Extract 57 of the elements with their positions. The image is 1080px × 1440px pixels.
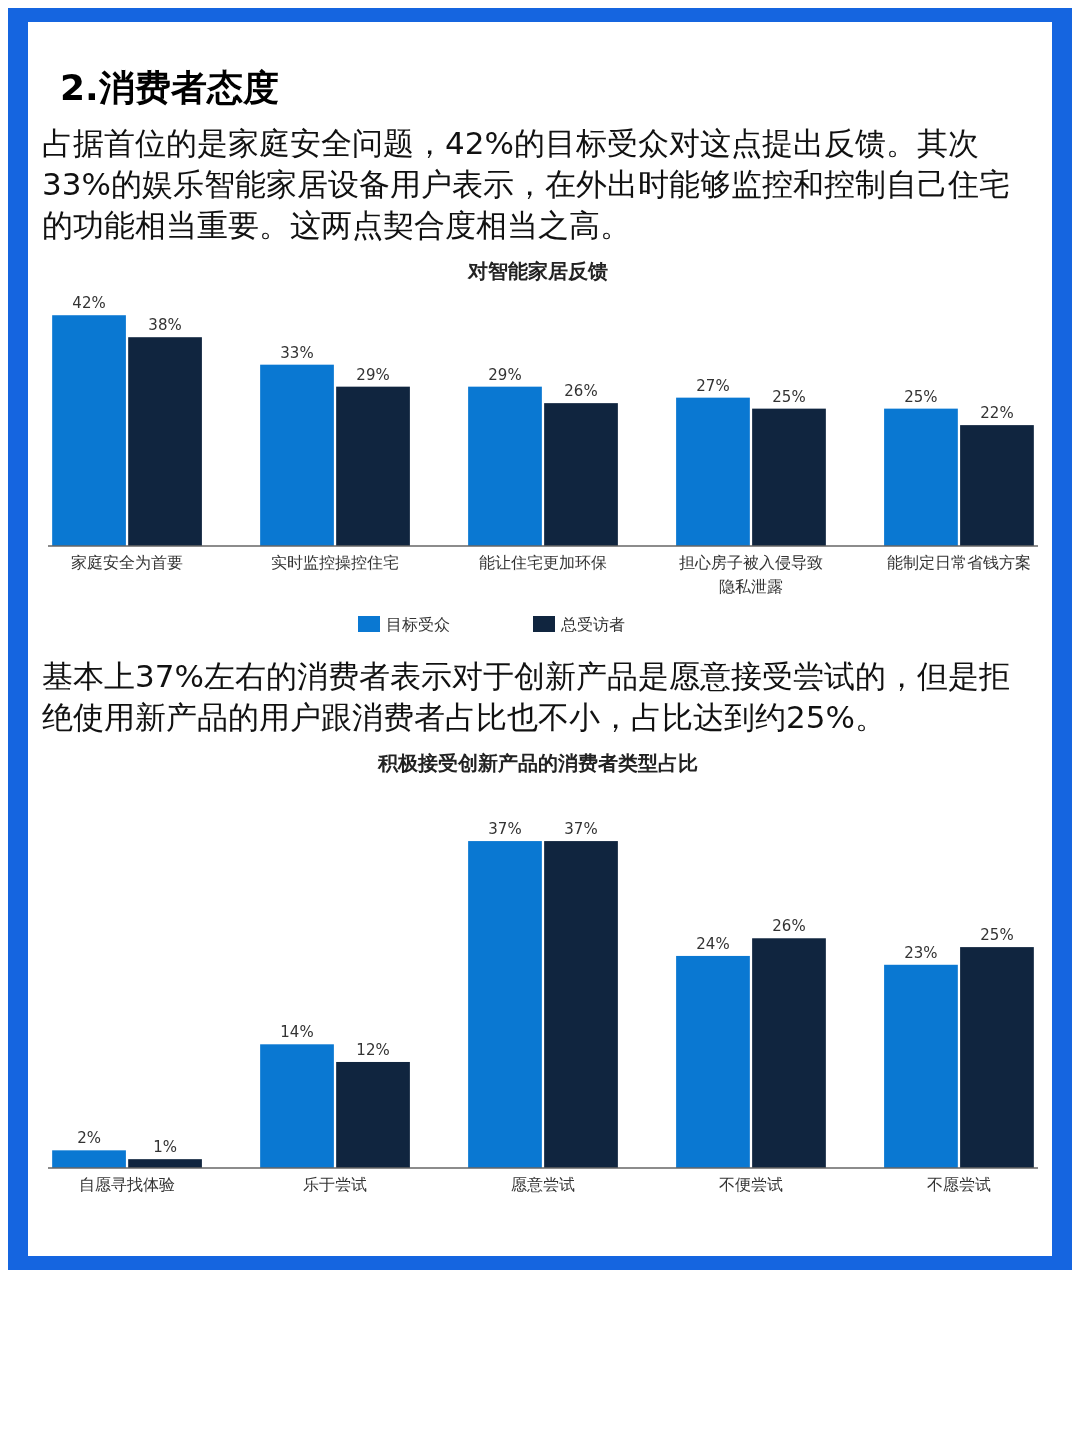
x-tick-label: 愿意尝试 — [511, 1175, 575, 1194]
data-label: 12% — [356, 1040, 390, 1059]
bar — [128, 337, 202, 546]
x-tick-label: 能让住宅更加环保 — [479, 553, 607, 572]
bar — [752, 938, 826, 1168]
bar — [468, 386, 542, 546]
data-label: 25% — [772, 387, 806, 406]
legend-label: 目标受众 — [386, 615, 450, 634]
bar — [468, 841, 542, 1168]
data-label: 42% — [72, 294, 106, 313]
data-label: 2% — [77, 1129, 101, 1148]
chart-title: 对智能家居反馈 — [467, 259, 608, 283]
x-tick-label: 担心房子被入侵导致隐私泄露 — [678, 553, 823, 596]
data-label: 37% — [564, 820, 598, 839]
data-label: 14% — [280, 1023, 314, 1042]
data-label: 25% — [904, 387, 938, 406]
bar — [260, 364, 334, 546]
bar — [960, 425, 1034, 546]
bar — [128, 1159, 202, 1168]
data-label: 24% — [696, 934, 730, 953]
bar — [52, 315, 126, 546]
bar — [676, 955, 750, 1168]
data-label: 27% — [696, 376, 730, 395]
x-tick-label: 不愿尝试 — [926, 1175, 991, 1194]
data-label: 23% — [904, 943, 938, 962]
data-label: 38% — [148, 316, 182, 335]
bar — [336, 1061, 410, 1168]
x-tick-label: 能制定日常省钱方案 — [886, 553, 1031, 572]
data-label: 29% — [488, 365, 522, 384]
data-label: 25% — [980, 926, 1014, 945]
bar — [676, 397, 750, 546]
data-label: 26% — [772, 917, 806, 936]
x-tick-label: 实时监控操控住宅 — [271, 553, 400, 572]
x-tick-label: 自愿寻找体验 — [79, 1175, 176, 1194]
bar — [260, 1044, 334, 1168]
legend-label: 总受访者 — [560, 615, 625, 634]
data-label: 29% — [356, 365, 390, 384]
data-label: 33% — [280, 343, 314, 362]
bar — [752, 408, 826, 546]
text: 基本上37%左右的消费者表示对于创新产品是愿意接受尝试的，但是拒绝使用新产品的用户跟消费者占比也不小，占比达到约25%。 — [42, 657, 1011, 737]
bar — [544, 403, 618, 546]
x-tick-label: 不便尝试 — [718, 1175, 783, 1194]
chart-title: 积极接受创新产品的消费者类型占比 — [377, 751, 698, 775]
x-tick-label: 乐于尝试 — [303, 1175, 368, 1194]
bar — [960, 947, 1034, 1168]
text: 占据首位的是家庭安全问题，42%的目标受众对这点提出反馈。其次33%的娱乐智能家居设备用户表示，在外出时能够监控和控制自己住宅的功能相当重要。这两点契合度相当之高。 — [42, 124, 1011, 245]
data-label: 26% — [564, 382, 598, 401]
bar — [336, 386, 410, 546]
bar — [884, 964, 958, 1168]
text: 2.消费者态度 — [60, 66, 280, 110]
data-label: 22% — [980, 404, 1014, 423]
bar — [544, 841, 618, 1168]
bar — [52, 1150, 126, 1168]
data-label: 37% — [488, 820, 522, 839]
bar — [884, 408, 958, 546]
data-label: 1% — [153, 1138, 177, 1157]
x-tick-label: 家庭安全为首要 — [71, 553, 184, 572]
